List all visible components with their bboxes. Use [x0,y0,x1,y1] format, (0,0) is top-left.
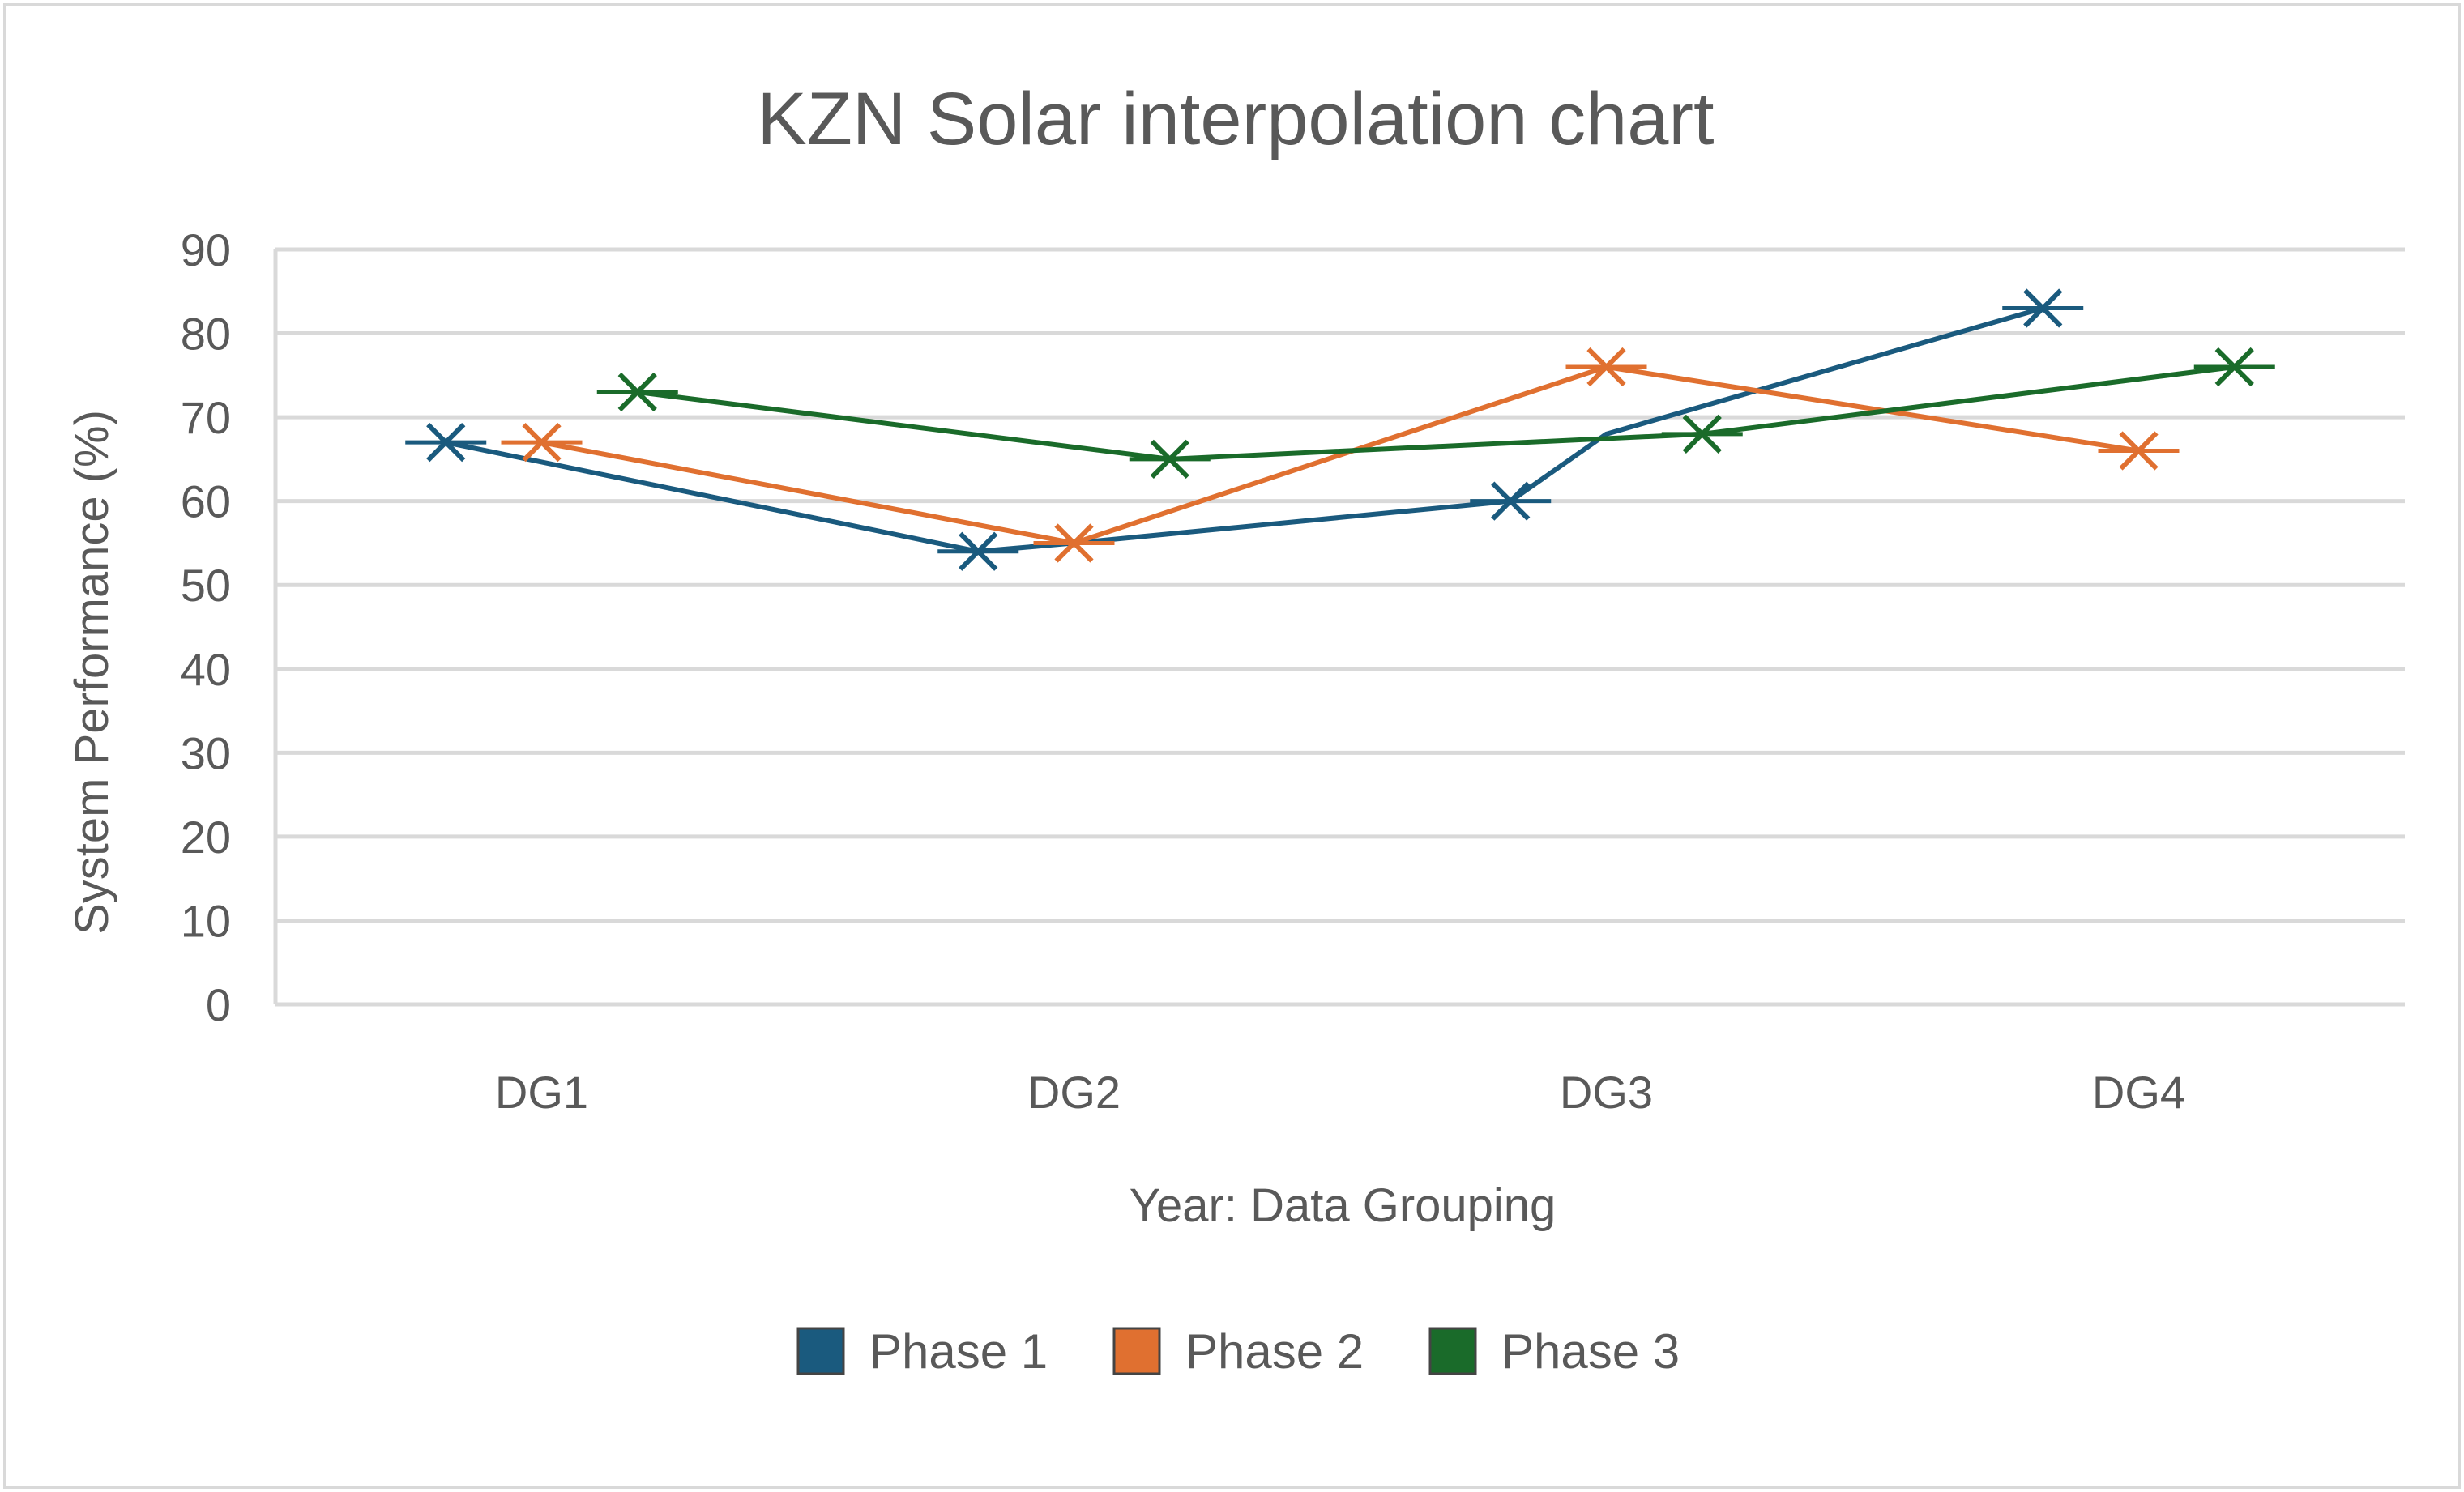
data-point [501,423,583,463]
legend: Phase 1 Phase 2 Phase 3 [796,1324,1680,1379]
series-line [445,305,2044,554]
data-point [405,423,487,463]
x-tick-label: DG2 [1027,1067,1121,1118]
y-axis-title: System Performance (%) [66,410,118,935]
x-axis-title: Year: Data Grouping [1130,1179,1557,1232]
legend-label: Phase 1 [869,1324,1048,1379]
data-point [2002,288,2084,328]
legend-swatch [1428,1327,1477,1375]
legend-item: Phase 2 [1112,1324,1364,1379]
legend-swatch [1112,1327,1161,1375]
legend-label: Phase 2 [1185,1324,1364,1379]
data-point [2193,347,2275,387]
series-line [637,364,2236,462]
y-tick-label: 80 [181,309,231,360]
series-line [540,364,2139,546]
series-3 [596,347,2275,480]
series-2 [501,347,2180,563]
legend-item: Phase 3 [1428,1324,1680,1379]
data-point [1661,414,1743,454]
y-tick-label: 0 [206,979,231,1030]
gridlines [273,247,2405,1007]
y-tick-label: 60 [181,476,231,527]
chart-border [3,3,2461,1489]
data-point [1470,481,1552,521]
data-point [596,372,678,412]
x-tick-label: DG4 [2092,1067,2185,1118]
data-point [2098,431,2180,471]
y-tick-label: 90 [181,224,231,275]
data-point [1565,347,1647,387]
data-point [1129,439,1211,480]
x-tick-label: DG1 [495,1067,588,1118]
x-tick-labels: DG1 DG2 DG3 DG4 [495,1067,2185,1118]
legend-item: Phase 1 [796,1324,1048,1379]
x-tick-label: DG3 [1560,1067,1653,1118]
series-layer [405,288,2275,571]
legend-swatch [796,1327,845,1375]
y-tick-label: 30 [181,727,231,778]
chart-title: KZN Solar interpolation chart [757,78,1714,160]
data-point [937,531,1019,571]
y-tick-label: 70 [181,392,231,443]
series-1 [405,288,2084,571]
y-tick-label: 10 [181,895,231,946]
y-tick-label: 20 [181,812,231,863]
y-tick-labels: 0 10 20 30 40 50 60 70 80 90 [181,224,231,1030]
y-tick-label: 40 [181,644,231,695]
y-tick-label: 50 [181,560,231,611]
data-point [1033,523,1115,563]
legend-label: Phase 3 [1501,1324,1680,1379]
